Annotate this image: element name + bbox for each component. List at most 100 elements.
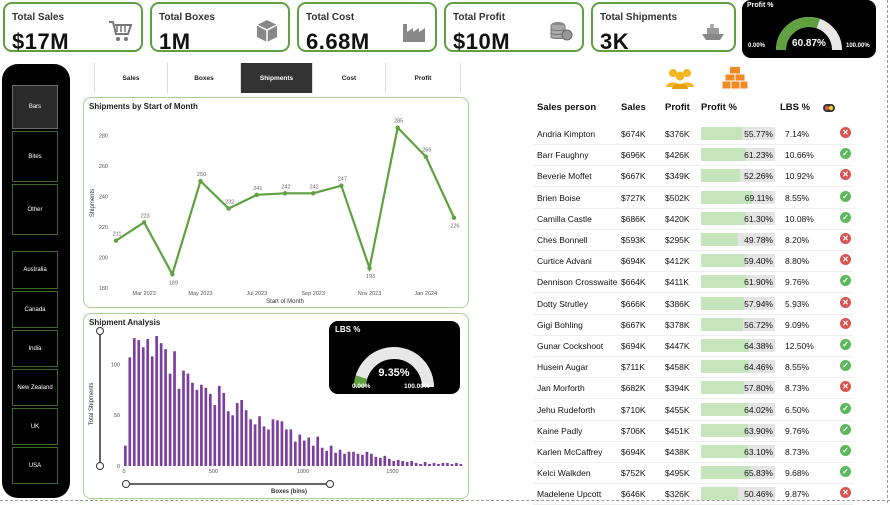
histogram-bar[interactable] xyxy=(392,460,396,466)
histogram-bar[interactable] xyxy=(285,429,288,466)
histogram-bar[interactable] xyxy=(173,351,176,466)
y-range-slider-handle-top[interactable] xyxy=(96,327,104,335)
histogram-bar[interactable] xyxy=(213,405,217,466)
histogram-bar[interactable] xyxy=(217,385,221,466)
histogram-bar[interactable] xyxy=(159,343,163,466)
histogram-bar[interactable] xyxy=(356,453,360,466)
histogram-bar[interactable] xyxy=(361,454,364,466)
histogram-bar[interactable] xyxy=(329,445,333,466)
table-row[interactable]: Kaine Padly $706K $451K 63.90% 9.76% ✓ xyxy=(533,420,853,442)
table-row[interactable]: Gunar Cockshoot $694K $447K 64.38% 12.50% ✓ xyxy=(533,335,853,357)
histogram-bar[interactable] xyxy=(289,429,293,466)
slicer-item-india[interactable]: India xyxy=(12,330,58,367)
table-row[interactable]: Jehu Rudeforth $710K $455K 64.02% 6.50% ✓ xyxy=(533,399,853,421)
y-range-slider-handle-bottom[interactable] xyxy=(96,462,104,470)
histogram-bar[interactable] xyxy=(276,420,279,466)
histogram-bar[interactable] xyxy=(271,419,275,466)
col-header-profit[interactable]: Profit xyxy=(665,102,690,113)
slicer-item-australia[interactable]: Australia xyxy=(12,251,58,289)
histogram-bar[interactable] xyxy=(124,445,127,466)
histogram-bar[interactable] xyxy=(200,384,203,466)
histogram-bar[interactable] xyxy=(137,340,141,466)
histogram-bar[interactable] xyxy=(405,461,409,466)
histogram-bar[interactable] xyxy=(311,445,315,466)
slicer-item-usa[interactable]: USA xyxy=(12,447,58,484)
histogram-bar[interactable] xyxy=(432,462,436,466)
histogram-bar[interactable] xyxy=(146,339,150,466)
histogram-bar[interactable] xyxy=(325,450,328,466)
histogram-bar[interactable] xyxy=(379,457,382,466)
table-row[interactable]: Barr Faughny $696K $426K 61.23% 10.66% ✓ xyxy=(533,144,853,167)
histogram-bar[interactable] xyxy=(401,460,405,466)
data-point[interactable] xyxy=(226,206,231,211)
histogram-bar[interactable] xyxy=(195,389,199,466)
histogram-bar[interactable] xyxy=(132,338,136,466)
histogram-bar[interactable] xyxy=(204,387,208,466)
data-point[interactable] xyxy=(254,192,260,198)
histogram-bar[interactable] xyxy=(446,462,449,466)
histogram-bar[interactable] xyxy=(437,463,440,466)
data-point[interactable] xyxy=(310,191,316,196)
team-icon[interactable] xyxy=(665,67,695,89)
table-row[interactable]: Kelci Walkden $752K $495K 65.83% 9.68% ✓ xyxy=(533,462,853,485)
table-row[interactable]: Jan Morforth $682K $394K 57.80% 8.73% ✕ xyxy=(533,377,853,400)
histogram-bar[interactable] xyxy=(155,336,158,466)
histogram-bar[interactable] xyxy=(352,451,355,466)
data-point[interactable] xyxy=(113,238,119,243)
histogram-bar[interactable] xyxy=(387,458,391,466)
shipments-line-chart[interactable]: Shipments Start of Month 180 200 220 240 260… xyxy=(84,98,470,309)
histogram-bar[interactable] xyxy=(294,441,297,466)
table-row[interactable]: Gigi Bohling $667K $378K 56.72% 9.09% ✕ xyxy=(533,314,853,336)
histogram-bar[interactable] xyxy=(302,440,306,466)
table-row[interactable]: Brien Boise $727K $502K 69.11% 8.55% ✓ xyxy=(533,187,853,209)
data-point[interactable] xyxy=(367,265,372,271)
slicer-item-other[interactable]: Other xyxy=(12,184,58,235)
histogram-bar[interactable] xyxy=(253,424,257,466)
histogram-bar[interactable] xyxy=(186,373,190,466)
histogram-bar[interactable] xyxy=(450,463,454,466)
histogram-bar[interactable] xyxy=(150,356,154,466)
table-row[interactable]: Madelene Upcott $646K $326K 50.46% 9.87% ✕ xyxy=(533,483,853,505)
x-range-slider-handle-right[interactable] xyxy=(326,480,334,488)
table-row[interactable]: Ches Bonnell $593K $295K 49.78% 8.20% ✕ xyxy=(533,229,853,251)
data-point[interactable] xyxy=(141,220,147,225)
tab-shipments[interactable]: Shipments xyxy=(241,63,313,93)
histogram-bar[interactable] xyxy=(164,349,167,466)
data-point[interactable] xyxy=(198,178,203,184)
histogram-bar[interactable] xyxy=(347,451,351,466)
data-point[interactable] xyxy=(339,183,344,188)
data-point[interactable] xyxy=(423,154,429,159)
histogram-bar[interactable] xyxy=(307,437,311,466)
data-point[interactable] xyxy=(395,125,400,130)
table-row[interactable]: Beverie Moffet $667K $349K 52.26% 10.92% ✕ xyxy=(533,165,853,188)
histogram-bar[interactable] xyxy=(370,453,373,466)
slicer-item-uk[interactable]: UK xyxy=(12,408,58,445)
histogram-bar[interactable] xyxy=(396,459,400,466)
histogram-bar[interactable] xyxy=(177,388,181,466)
x-range-slider-handle-left[interactable] xyxy=(122,480,130,488)
slicer-item-bars[interactable]: Bars xyxy=(12,85,58,129)
slicer-item-new-zealand[interactable]: New Zealand xyxy=(12,369,58,406)
histogram-bar[interactable] xyxy=(423,461,427,466)
histogram-bar[interactable] xyxy=(455,462,458,466)
histogram-bar[interactable] xyxy=(414,462,418,466)
slicer-item-bites[interactable]: Bites xyxy=(12,131,58,182)
col-header-profit-pct[interactable]: Profit % xyxy=(701,102,737,113)
col-header-salesperson[interactable]: Sales person xyxy=(537,102,597,113)
histogram-bar[interactable] xyxy=(343,453,346,466)
histogram-bar[interactable] xyxy=(280,421,284,466)
histogram-bar[interactable] xyxy=(419,463,422,466)
histogram-bar[interactable] xyxy=(262,426,266,466)
table-row[interactable]: Dennison Crosswaite $664K $411K 61.90% 9.76%… xyxy=(533,271,853,294)
histogram-bar[interactable] xyxy=(428,463,431,466)
histogram-bar[interactable] xyxy=(374,456,378,466)
histogram-bar[interactable] xyxy=(383,455,387,466)
tab-cost[interactable]: Cost xyxy=(313,63,386,93)
table-row[interactable]: Husein Augar $711K $458K 64.46% 8.55% ✓ xyxy=(533,356,853,379)
data-point[interactable] xyxy=(451,215,457,220)
tab-profit[interactable]: Profit xyxy=(386,63,461,93)
table-row[interactable]: Dotty Strutley $666K $386K 57.94% 5.93% ✕ xyxy=(533,293,853,315)
histogram-bar[interactable] xyxy=(316,436,320,466)
histogram-bar[interactable] xyxy=(209,393,212,466)
